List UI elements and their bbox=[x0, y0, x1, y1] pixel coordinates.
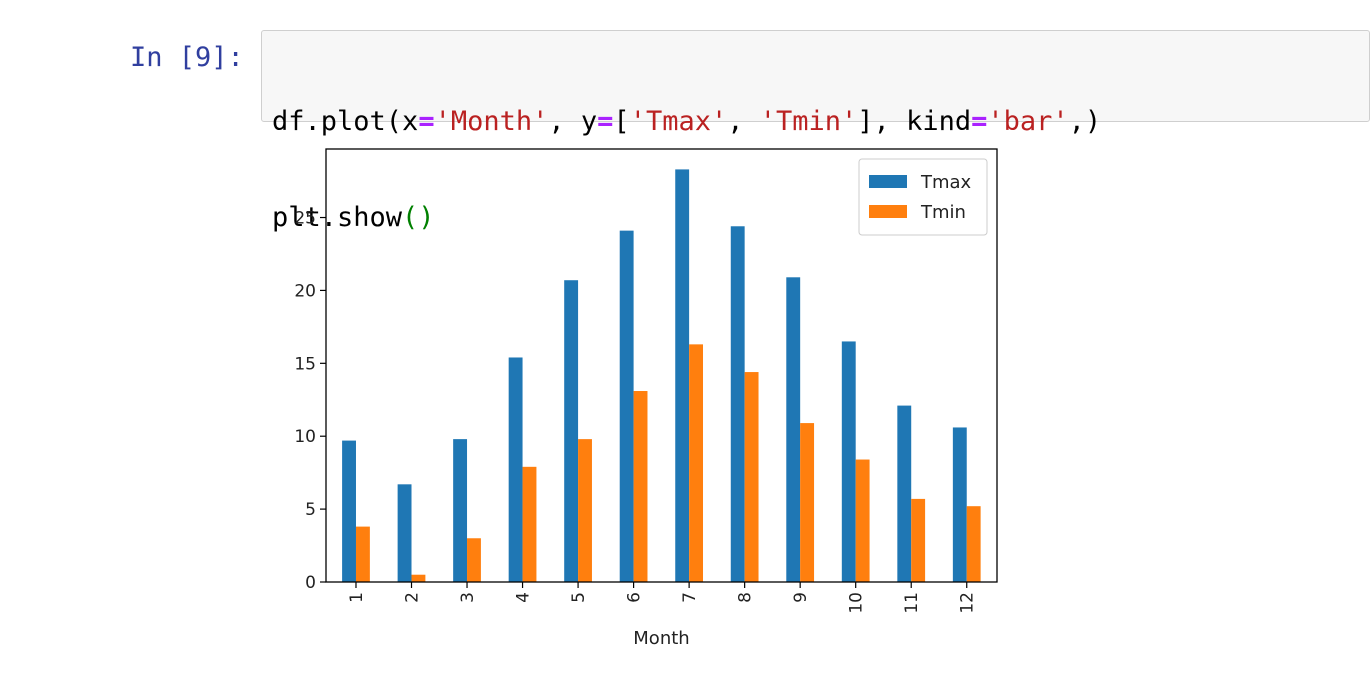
legend-box bbox=[858, 158, 988, 236]
input-prompt: In [9]: bbox=[130, 42, 244, 73]
x-tick-label: 4 bbox=[514, 592, 534, 603]
bar-tmin bbox=[467, 538, 481, 582]
code-cell-editor[interactable]: df.plot(x='Month', y=['Tmax', 'Tmin'], k… bbox=[261, 30, 1370, 233]
x-tick-label: 8 bbox=[736, 592, 756, 603]
y-tick-label: 10 bbox=[294, 427, 316, 447]
x-tick-label: 9 bbox=[791, 592, 811, 603]
bar-tmax bbox=[397, 484, 412, 582]
x-tick-label: 5 bbox=[569, 592, 589, 603]
code-line: plt.show() bbox=[272, 202, 1101, 234]
x-tick-label: 12 bbox=[958, 592, 978, 614]
legend-swatch-tmin bbox=[869, 205, 907, 218]
bar-tmin bbox=[633, 391, 648, 582]
code-token: = bbox=[597, 106, 614, 137]
code-token: = bbox=[971, 106, 988, 137]
legend-label-tmin: Tmin bbox=[920, 202, 966, 223]
bar-tmin bbox=[689, 344, 704, 582]
y-tick-label: 5 bbox=[305, 500, 316, 520]
bar-tmax bbox=[619, 230, 634, 582]
code-token: ,) bbox=[1068, 106, 1102, 137]
bar-tmin bbox=[855, 459, 870, 582]
x-tick-label: 1 bbox=[347, 592, 367, 603]
code-token: , bbox=[727, 106, 760, 137]
bar-tmax bbox=[453, 439, 468, 582]
bar-tmin bbox=[966, 506, 981, 582]
bar-tmin bbox=[744, 372, 759, 582]
bar-tmax bbox=[897, 405, 912, 582]
x-tick-label: 2 bbox=[403, 592, 423, 603]
x-axis-label: Month bbox=[633, 628, 689, 649]
bar-tmin bbox=[522, 466, 537, 582]
code-lines: df.plot(x='Month', y=['Tmax', 'Tmin'], k… bbox=[272, 42, 1101, 298]
y-tick-label: 0 bbox=[305, 573, 316, 593]
code-token: df.plot(x bbox=[272, 106, 419, 137]
code-token: , y bbox=[548, 106, 598, 137]
x-tick-label: 3 bbox=[458, 592, 478, 603]
code-token: ], kind bbox=[857, 106, 972, 137]
bar-tmin bbox=[800, 423, 815, 582]
code-token: 'Tmin' bbox=[759, 106, 858, 137]
x-tick-label: 10 bbox=[847, 592, 867, 614]
legend-swatch-tmax bbox=[869, 175, 907, 188]
code-token: 'Month' bbox=[434, 106, 549, 137]
bar-tmax bbox=[564, 280, 579, 582]
bar-tmin bbox=[578, 439, 592, 582]
x-tick-label: 6 bbox=[625, 592, 645, 603]
bar-tmin bbox=[355, 526, 370, 582]
bar-tmax bbox=[952, 427, 967, 582]
code-token: plt.show bbox=[272, 202, 403, 233]
code-token: () bbox=[402, 202, 435, 233]
bar-tmax bbox=[508, 357, 523, 582]
code-token: = bbox=[418, 106, 435, 137]
plot-frame bbox=[325, 148, 998, 583]
bar-tmax bbox=[841, 341, 856, 582]
bar-tmax bbox=[730, 226, 745, 583]
bar-tmax bbox=[675, 169, 690, 582]
x-tick-label: 7 bbox=[680, 592, 700, 603]
x-tick-label: 11 bbox=[902, 592, 922, 614]
bar-tmin bbox=[911, 498, 926, 582]
y-tick-label: 25 bbox=[294, 209, 316, 229]
code-token: 'bar' bbox=[987, 106, 1069, 137]
y-tick-label: 20 bbox=[294, 281, 316, 301]
cell-output: 0 5 10 15 20 25 1 2 3 4 5 6 7 8 9 10 11 12 Month Tmax Tmin bbox=[262, 136, 1022, 676]
code-line: df.plot(x='Month', y=['Tmax', 'Tmin'], k… bbox=[272, 106, 1101, 138]
legend-label-tmax: Tmax bbox=[920, 172, 972, 193]
bar-tmin bbox=[411, 574, 426, 582]
code-token: 'Tmax' bbox=[629, 106, 728, 137]
bar-tmax bbox=[342, 440, 356, 582]
code-token: [ bbox=[613, 106, 630, 137]
bar-tmax bbox=[786, 277, 801, 582]
y-tick-label: 15 bbox=[294, 354, 316, 374]
